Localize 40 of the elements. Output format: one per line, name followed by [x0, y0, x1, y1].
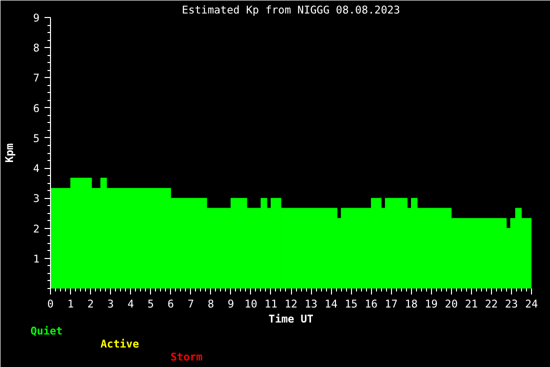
y-tick-label: 2: [33, 222, 40, 236]
x-tick-label: 7: [188, 298, 194, 310]
x-axis-title: Time UT: [268, 312, 314, 326]
x-tick-label: 3: [107, 298, 114, 310]
x-tick-label: 13: [304, 298, 318, 310]
x-tick-label: 4: [127, 298, 134, 310]
x-tick-label: 19: [424, 298, 438, 310]
text: Active: [100, 338, 139, 350]
x-tick-label: 5: [148, 298, 154, 310]
x-tick-label: 23: [505, 298, 518, 310]
y-tick-label: 4: [33, 162, 40, 176]
y-axis-title: Kpm: [3, 142, 16, 163]
x-tick-label: 6: [168, 298, 174, 310]
y-tick-label: 8: [33, 42, 40, 55]
y-tick-label: 7: [33, 72, 40, 85]
y-tick-label: 9: [33, 12, 40, 24]
x-tick-label: 1: [67, 298, 74, 310]
x-tick-label: 9: [228, 298, 234, 310]
y-tick-label: 5: [33, 132, 40, 145]
x-tick-label: 21: [464, 298, 478, 310]
x-tick-label: 17: [384, 298, 398, 310]
x-tick-label: 18: [404, 298, 418, 310]
x-tick-label: 14: [324, 298, 338, 310]
x-tick-label: 2: [87, 298, 94, 310]
x-tick-label: 22: [485, 298, 498, 310]
x-tick-label: 0: [47, 298, 54, 310]
chart-title: Estimated Kp from NIGGG 08.08.2023: [182, 4, 400, 16]
x-tick-label: 15: [344, 298, 358, 310]
text: Storm: [170, 350, 204, 364]
x-tick-label: 24: [525, 298, 538, 310]
y-tick-label: 3: [33, 192, 40, 206]
text: Quiet: [30, 324, 63, 338]
y-tick-label: 1: [33, 252, 40, 266]
y-tick-label: 6: [33, 102, 40, 115]
x-tick-label: 12: [284, 298, 298, 310]
x-tick-label: 11: [264, 298, 278, 310]
x-tick-label: 20: [444, 298, 458, 310]
x-tick-label: 8: [208, 298, 214, 310]
x-tick-label: 16: [364, 298, 378, 310]
x-tick-label: 10: [244, 298, 258, 310]
